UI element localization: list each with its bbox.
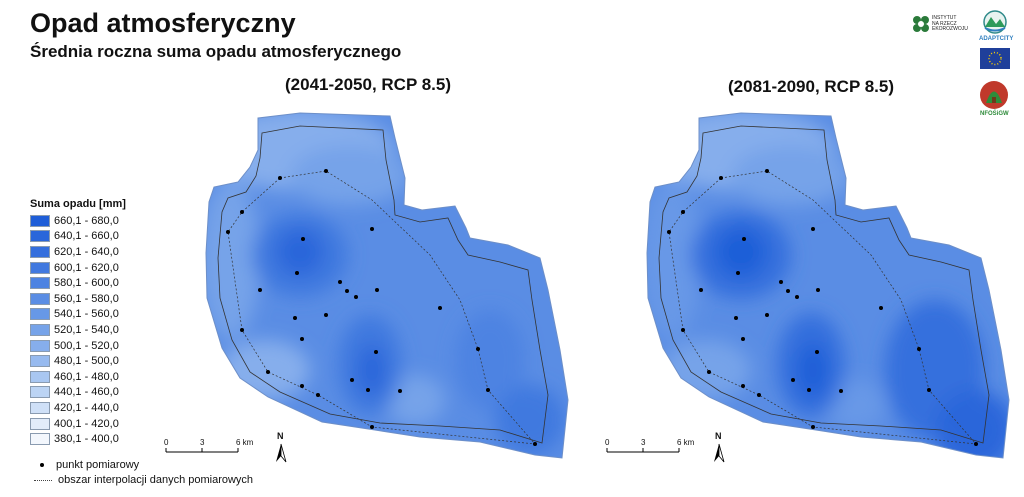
legend-label: 620,1 - 640,0 xyxy=(54,245,119,258)
scale-label-0-left: 0 xyxy=(164,438,169,447)
scale-label-3-right: 3 xyxy=(641,438,646,447)
scale-label-0-right: 0 xyxy=(605,438,610,447)
legend-swatch xyxy=(30,323,50,336)
legend-item: 560,1 - 580,0 xyxy=(30,291,126,307)
legend-swatch xyxy=(30,277,50,290)
legend-swatch xyxy=(30,339,50,352)
nfosigw-label: NFOŚiGW xyxy=(980,111,1009,117)
north-arrow-left xyxy=(276,443,287,463)
legend-label: 420,1 - 440,0 xyxy=(54,401,119,414)
legend-swatch xyxy=(30,401,50,414)
institute-logo-text: INSTYTUT NA RZECZ EKOROZWOJU xyxy=(932,15,968,32)
point-marker-icon xyxy=(40,463,44,467)
legend-swatch xyxy=(30,214,50,227)
legend-swatch xyxy=(30,230,50,243)
legend-label: 460,1 - 480,0 xyxy=(54,370,119,383)
nfosigw-logo xyxy=(980,81,1008,109)
legend-item: 540,1 - 560,0 xyxy=(30,307,126,323)
legend-swatch xyxy=(30,245,50,258)
measurement-points-left xyxy=(226,169,537,446)
legend-label: 660,1 - 680,0 xyxy=(54,214,119,227)
legend-swatch xyxy=(30,417,50,430)
legend-swatch xyxy=(30,355,50,368)
legend-swatch xyxy=(30,370,50,383)
map-title: Opad atmosferyczny xyxy=(30,8,296,38)
key-measurement-point: punkt pomiarowy xyxy=(30,459,139,471)
dotted-line-icon xyxy=(34,479,52,481)
legend-item: 480,1 - 500,0 xyxy=(30,353,126,369)
north-arrow-right xyxy=(714,443,725,463)
map-subtitle: Średnia roczna suma opadu atmosferyczneg… xyxy=(30,42,402,61)
precipitation-map-right xyxy=(606,112,1010,463)
legend: Suma opadu [mm] 660,1 - 680,0 640,1 - 660… xyxy=(30,198,126,447)
period-label-left: (2041-2050, RCP 8.5) xyxy=(285,75,452,94)
legend-swatch xyxy=(30,308,50,321)
adaptcity-logo xyxy=(983,10,1007,34)
legend-item: 420,1 - 440,0 xyxy=(30,400,126,416)
legend-item: 660,1 - 680,0 xyxy=(30,213,126,229)
key-point-label: punkt pomiarowy xyxy=(56,459,140,471)
legend-item: 460,1 - 480,0 xyxy=(30,369,126,385)
legend-swatch xyxy=(30,386,50,399)
legend-label: 600,1 - 620,0 xyxy=(54,261,119,274)
legend-label: 640,1 - 660,0 xyxy=(54,230,119,243)
legend-item: 520,1 - 540,0 xyxy=(30,322,126,338)
legend-label: 380,1 - 400,0 xyxy=(54,433,119,446)
legend-swatch xyxy=(30,433,50,446)
legend-swatch xyxy=(30,261,50,274)
legend-label: 500,1 - 520,0 xyxy=(54,339,119,352)
scale-bar-left xyxy=(165,448,239,453)
legend-label: 520,1 - 540,0 xyxy=(54,323,119,336)
adaptcity-label: ADAPTCITY xyxy=(979,36,1014,42)
legend-label: 560,1 - 580,0 xyxy=(54,292,119,305)
eu-flag-logo xyxy=(980,48,1010,69)
legend-item: 640,1 - 660,0 xyxy=(30,229,126,245)
city-boundary-right xyxy=(658,125,990,444)
north-label-left: N xyxy=(277,431,284,441)
legend-label: 480,1 - 500,0 xyxy=(54,355,119,368)
key-area-label: obszar interpolacji danych pomiarowych xyxy=(58,474,254,486)
key-interpolation-area: obszar interpolacji danych pomiarowych xyxy=(30,474,253,486)
legend-item: 440,1 - 460,0 xyxy=(30,385,126,401)
legend-item: 580,1 - 600,0 xyxy=(30,275,126,291)
north-label-right: N xyxy=(715,431,722,441)
scale-label-3-left: 3 xyxy=(200,438,205,447)
legend-label: 440,1 - 460,0 xyxy=(54,386,119,399)
legend-item: 600,1 - 620,0 xyxy=(30,260,126,276)
legend-title: Suma opadu [mm] xyxy=(30,198,126,210)
period-label-right: (2081-2090, RCP 8.5) xyxy=(728,77,895,96)
legend-item: 620,1 - 640,0 xyxy=(30,244,126,260)
measurement-points-right xyxy=(667,169,978,446)
city-boundary-left xyxy=(217,125,549,444)
legend-label: 400,1 - 420,0 xyxy=(54,417,119,430)
legend-items: 660,1 - 680,0 640,1 - 660,0 620,1 - 640,0 6… xyxy=(30,213,126,447)
scale-label-6-right: 6 km xyxy=(677,438,695,447)
legend-swatch xyxy=(30,292,50,305)
legend-item: 400,1 - 420,0 xyxy=(30,416,126,432)
scale-bar-right xyxy=(606,448,680,453)
institute-logo xyxy=(913,16,929,32)
legend-item: 500,1 - 520,0 xyxy=(30,338,126,354)
precipitation-map-left xyxy=(165,112,569,463)
legend-label: 540,1 - 560,0 xyxy=(54,308,119,321)
scale-label-6-left: 6 km xyxy=(236,438,254,447)
legend-item: 380,1 - 400,0 xyxy=(30,431,126,447)
legend-label: 580,1 - 600,0 xyxy=(54,277,119,290)
